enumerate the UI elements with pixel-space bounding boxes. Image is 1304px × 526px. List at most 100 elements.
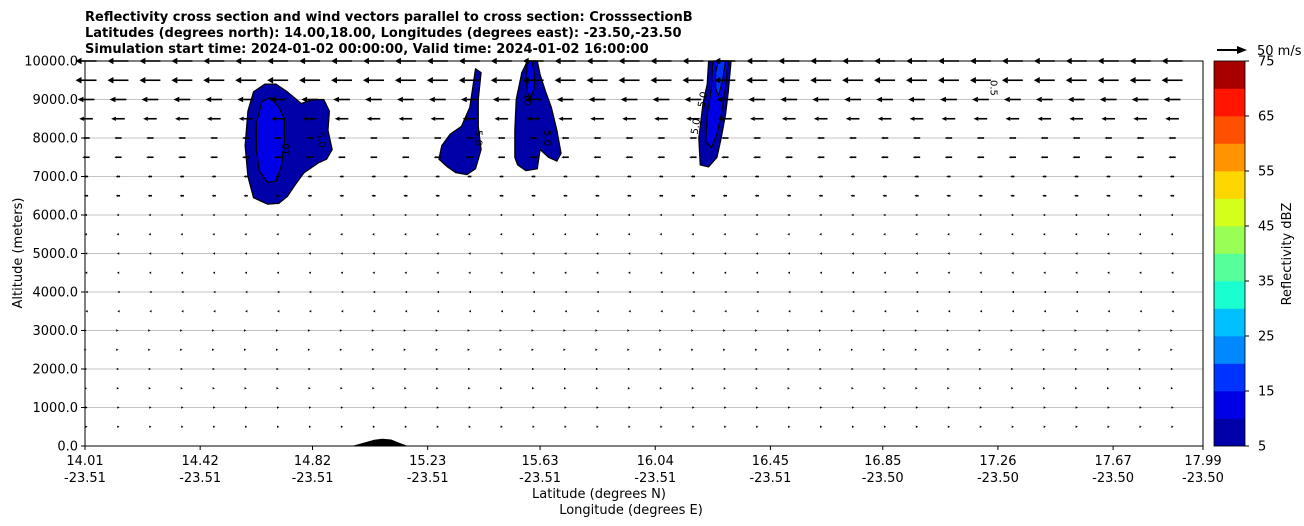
wind-vector-head <box>659 232 662 236</box>
wind-vector-head <box>659 386 663 390</box>
wind-vector-head <box>978 348 981 352</box>
wind-vector-head <box>908 96 914 103</box>
wind-vector-head <box>914 175 917 178</box>
wind-vector-head <box>149 290 152 294</box>
colorbar-segment <box>1214 61 1245 89</box>
wind-vector-head <box>819 213 822 217</box>
colorbar-frame <box>1213 60 1246 447</box>
wind-vector-head <box>979 386 982 390</box>
contour-label: 10 <box>280 143 292 157</box>
wind-vector-head <box>1043 271 1046 275</box>
wind-vector-head <box>848 136 852 140</box>
x-tick-label-latitude: 16.04 <box>637 454 674 469</box>
wind-vector-head <box>1139 425 1142 429</box>
wind-vector-head <box>116 386 119 390</box>
wind-vector-head <box>181 406 184 409</box>
colorbar-tick-label: 45 <box>1258 220 1275 235</box>
wind-vector-head <box>211 175 214 178</box>
wind-vector-head <box>531 329 534 332</box>
wind-vector-head <box>593 155 596 159</box>
wind-vector-head <box>85 252 88 255</box>
wind-vector-head <box>245 290 248 294</box>
wind-vector-head <box>468 290 471 294</box>
wind-vector-head <box>660 309 663 313</box>
wind-vector-head <box>180 386 183 390</box>
wind-vector-head <box>84 213 87 217</box>
wind-vector-head <box>755 252 759 255</box>
wind-vector-head <box>627 386 631 390</box>
wind-vector-head <box>787 271 790 275</box>
wind-vector-head <box>563 194 566 198</box>
wind-vector-head <box>301 96 308 103</box>
wind-vector-head <box>1168 136 1171 140</box>
wind-vector-head <box>723 232 726 236</box>
colorbar: 5 15 25 35 45 55 65 75 <box>1213 55 1275 455</box>
wind-vector-head <box>851 232 854 236</box>
wind-vector-head <box>947 406 951 409</box>
wind-vector-head <box>276 271 279 275</box>
wind-vector-head <box>787 252 790 255</box>
wind-vector-head <box>468 232 471 236</box>
wind-vector-head <box>244 252 247 255</box>
colorbar-tick-label: 55 <box>1258 165 1275 180</box>
wind-vector-head <box>628 425 631 429</box>
wind-vector-head <box>563 329 566 332</box>
wind-vector-head <box>657 136 660 140</box>
wind-vector-head <box>340 406 344 409</box>
wind-vector-head <box>1171 406 1174 409</box>
wind-vector-head <box>500 290 503 294</box>
wind-vector-head <box>944 155 948 159</box>
wind-vector-head <box>947 213 950 217</box>
wind-vector-head <box>979 213 982 217</box>
wind-vector-head <box>979 406 982 409</box>
wind-vector-head <box>940 96 946 103</box>
wind-vector-head <box>915 290 919 294</box>
wind-vector-head <box>334 116 340 121</box>
wind-vector-head <box>915 213 918 217</box>
wind-vector-head <box>595 367 599 371</box>
wind-vector-head <box>180 367 183 371</box>
wind-vector-head <box>755 232 758 236</box>
wind-vector-head <box>1136 155 1140 159</box>
wind-vector-head <box>212 252 216 255</box>
wind-vector-head <box>341 309 344 313</box>
wind-vector-head <box>372 271 375 275</box>
wind-vector-head <box>499 175 502 178</box>
wind-vector-head <box>532 252 535 255</box>
wind-vector-head <box>1138 213 1142 217</box>
wind-vector-head <box>500 309 503 313</box>
wind-vector-head <box>595 348 598 352</box>
wind-vector-head <box>116 252 120 255</box>
wind-vector-head <box>755 348 758 352</box>
wind-vector-head <box>1107 425 1110 429</box>
wind-vector-head <box>820 309 823 313</box>
y-tick-label: 1000.0 <box>33 401 79 416</box>
wind-vector-head <box>563 175 566 178</box>
wind-vector-head <box>213 406 216 409</box>
wind-vector-head <box>308 213 311 217</box>
wind-vector-head <box>691 271 695 275</box>
wind-vector-head <box>436 213 439 217</box>
wind-vector-head <box>1074 175 1077 178</box>
wind-vector-head <box>818 175 821 178</box>
wind-vector-head <box>436 386 439 390</box>
wind-vector-head <box>171 77 178 84</box>
wind-vector-head <box>213 290 216 294</box>
wind-vector-head <box>979 425 982 429</box>
wind-vector-head <box>372 406 376 409</box>
wind-vector-head <box>497 155 501 159</box>
cell-1-contour-10dbz <box>255 96 285 183</box>
wind-vector-head <box>944 136 948 140</box>
wind-vector-head <box>1035 96 1042 103</box>
wind-vector-head <box>718 116 723 121</box>
wind-vector-head <box>404 425 408 429</box>
wind-vector-head <box>235 77 242 84</box>
wind-vector-head <box>915 271 918 275</box>
wind-vector-head <box>884 290 887 294</box>
wind-vector-head <box>558 116 564 121</box>
wind-vector-head <box>526 116 532 121</box>
wind-vector-head <box>947 367 950 371</box>
wind-vector-head <box>492 96 499 103</box>
wind-vector-head <box>340 252 343 255</box>
